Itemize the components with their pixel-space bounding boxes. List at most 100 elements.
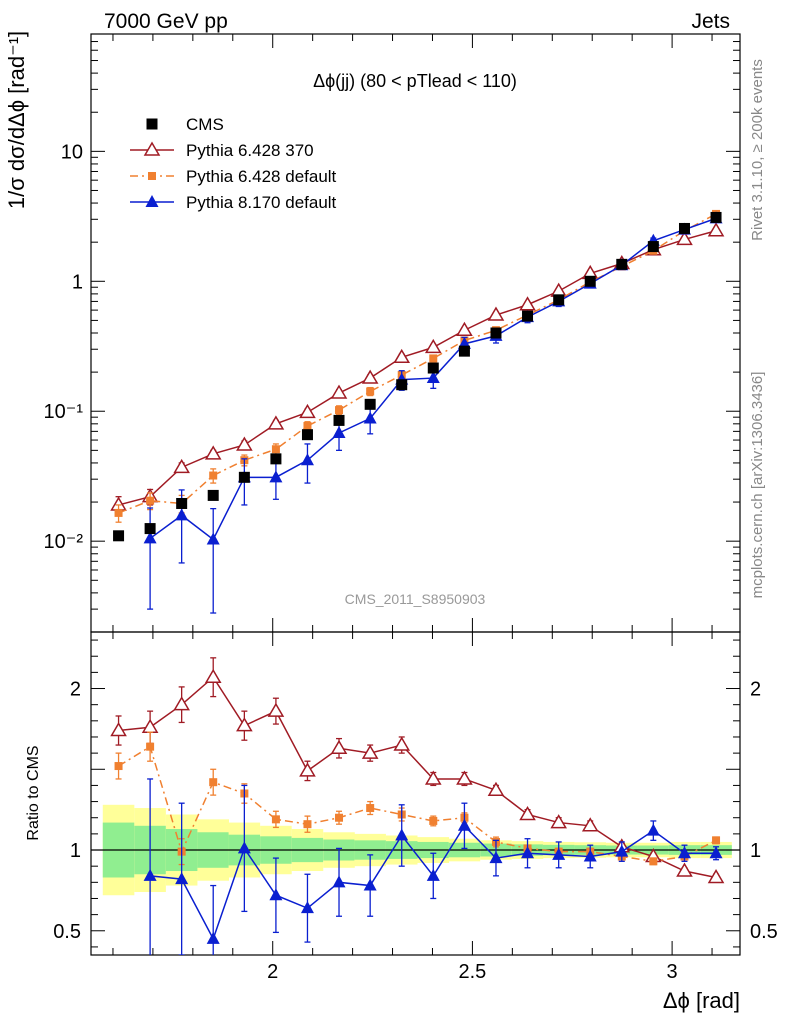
- top-cms-point: [522, 310, 534, 322]
- top-cms-point: [113, 530, 125, 542]
- top-cms-point: [301, 429, 313, 441]
- ratio-pythia-6428-370-point: [707, 868, 725, 884]
- ratio-pythia-8170-default-point: [426, 868, 440, 881]
- top-pythia-6428-default-point: [209, 471, 218, 480]
- watermark: CMS_2011_S8950903: [345, 591, 486, 607]
- ratio-pythia-6428-default-point: [649, 857, 658, 866]
- y-axis-label-top: 1/σ dσ/dΔϕ [rad⁻¹]: [4, 31, 29, 209]
- y-tick-label-bottom-left: 2: [70, 679, 81, 701]
- top-cms-point: [144, 523, 156, 535]
- top-pythia-6428-default-point: [114, 508, 123, 517]
- top-cms-point: [647, 241, 659, 253]
- x-tick-label: 2.5: [459, 961, 487, 983]
- ratio-pythia-6428-370-point: [424, 770, 442, 785]
- y-axis-label-text: 1/σ dσ/dΔϕ [rad⁻¹]: [4, 31, 29, 209]
- top-cms-point: [710, 211, 722, 223]
- top-pythia-8170-default-point: [206, 532, 220, 545]
- top-pythia-6428-370-line: [118, 229, 717, 506]
- top-pythia-8170-default-point: [363, 411, 377, 424]
- ratio-pythia-6428-370-point: [361, 744, 379, 759]
- ratio-pythia-6428-default-point: [335, 813, 344, 822]
- legend-marker: [148, 172, 156, 180]
- ratio-pythia-6428-370-point: [110, 722, 127, 737]
- ratio-pythia-6428-default-point: [366, 804, 375, 813]
- ratio-pythia-8170-default-point: [552, 847, 566, 860]
- top-pythia-6428-370-point: [330, 384, 348, 399]
- legend-label: Pythia 6.428 370: [186, 141, 314, 160]
- ratio-pythia-6428-370-point: [456, 770, 473, 785]
- ratio-pythia-6428-370-point: [330, 739, 348, 755]
- top-pythia-6428-default-point: [271, 445, 280, 454]
- ratio-pythia-6428-370-point: [204, 668, 222, 683]
- side-text-mcplots: mcplots.cern.ch [arXiv:1306.3436]: [749, 372, 766, 599]
- top-cms-point: [207, 489, 219, 501]
- ratio-pythia-6428-default-point: [114, 762, 123, 771]
- top-cms-point: [238, 471, 250, 483]
- ratio-pythia-6428-370-point: [581, 817, 599, 832]
- ratio-pythia-6428-370-point: [676, 862, 693, 877]
- y-tick-label-top: 10⁻²: [44, 531, 84, 553]
- ratio-pythia-8170-default-point: [300, 901, 314, 914]
- top-pythia-8170-default-point: [426, 371, 440, 384]
- legend-label: Pythia 8.170 default: [186, 193, 337, 212]
- legend-marker: [145, 195, 159, 207]
- ratio-pythia-6428-default-point: [209, 778, 218, 787]
- x-axis-label: Δϕ [rad]: [663, 988, 740, 1013]
- top-pythia-6428-370-point: [424, 338, 442, 354]
- top-pythia-6428-default-point: [335, 406, 344, 415]
- legend-marker: [143, 141, 161, 156]
- top-cms-point: [458, 345, 470, 357]
- ratio-pythia-6428-370-point: [141, 718, 159, 734]
- top-pythia-6428-default-line: [118, 213, 717, 514]
- ratio-pythia-8170-default-point: [237, 841, 251, 854]
- ratio-pythia-6428-370-point: [236, 717, 253, 732]
- top-pythia-6428-370-point: [299, 403, 316, 419]
- x-tick-label: 3: [667, 961, 678, 983]
- ratio-pythia-6428-default-point: [271, 815, 280, 824]
- ratio-pythia-6428-370-point: [299, 762, 316, 777]
- y-tick-label-bottom-right: 2: [750, 679, 761, 701]
- top-pythia-6428-370-point: [676, 230, 693, 246]
- header-left: 7000 GeV pp: [104, 10, 228, 33]
- ratio-pythia-8170-default-point: [709, 846, 723, 859]
- top-cms-point: [176, 497, 188, 509]
- side-text-rivet: Rivet 3.1.10, ≥ 200k events: [749, 59, 766, 241]
- top-pythia-8170-default-point: [332, 425, 346, 438]
- top-cms-point: [553, 294, 565, 306]
- top-cms-point: [364, 398, 376, 410]
- top-cms-point: [678, 222, 690, 234]
- top-pythia-6428-370-point: [361, 369, 379, 384]
- top-pythia-6428-default-point: [303, 421, 312, 430]
- top-pythia-6428-default-point: [146, 496, 155, 505]
- ratio-pythia-8170-default-point: [457, 818, 471, 831]
- ratio-pythia-8170-default-point: [583, 849, 597, 862]
- ratio-pythia-8170-default-point: [332, 875, 346, 888]
- top-cms-point: [490, 327, 502, 339]
- ratio-pythia-8170-default-point: [489, 851, 503, 864]
- ratio-pythia-8170-default-point: [615, 844, 629, 857]
- top-pythia-6428-370-point: [173, 458, 190, 474]
- legend-label: CMS: [186, 115, 224, 134]
- top-cms-point: [427, 362, 439, 374]
- y-tick-label-bottom-right: 1: [750, 840, 761, 862]
- ratio-pythia-8170-default-point: [143, 868, 157, 881]
- y-tick-label-top: 10: [61, 141, 83, 163]
- y-tick-label-top: 10⁻¹: [44, 401, 84, 423]
- top-cms-point: [333, 414, 345, 426]
- ratio-pythia-6428-default-point: [429, 816, 438, 825]
- ratio-pythia-6428-default-point: [303, 820, 312, 829]
- top-pythia-6428-370-point: [236, 436, 253, 451]
- y-axis-label-bottom: Ratio to CMS: [25, 745, 42, 840]
- ratio-pythia-8170-default-point: [521, 846, 535, 859]
- y-axis-label-bottom-text: Ratio to CMS: [25, 745, 42, 840]
- ratio-pythia-6428-370-point: [173, 696, 190, 711]
- top-pythia-6428-370-point: [267, 415, 285, 430]
- ratio-pythia-6428-370-point: [487, 781, 505, 797]
- top-pythia-8170-default-point: [269, 470, 283, 483]
- top-pythia-8170-default-point: [300, 453, 314, 466]
- ratio-pythia-6428-370-point: [519, 806, 536, 821]
- top-cms-point: [270, 453, 282, 465]
- ratio-pythia-6428-370-line: [118, 676, 717, 879]
- y-tick-label-bottom-right: 0.5: [750, 921, 778, 943]
